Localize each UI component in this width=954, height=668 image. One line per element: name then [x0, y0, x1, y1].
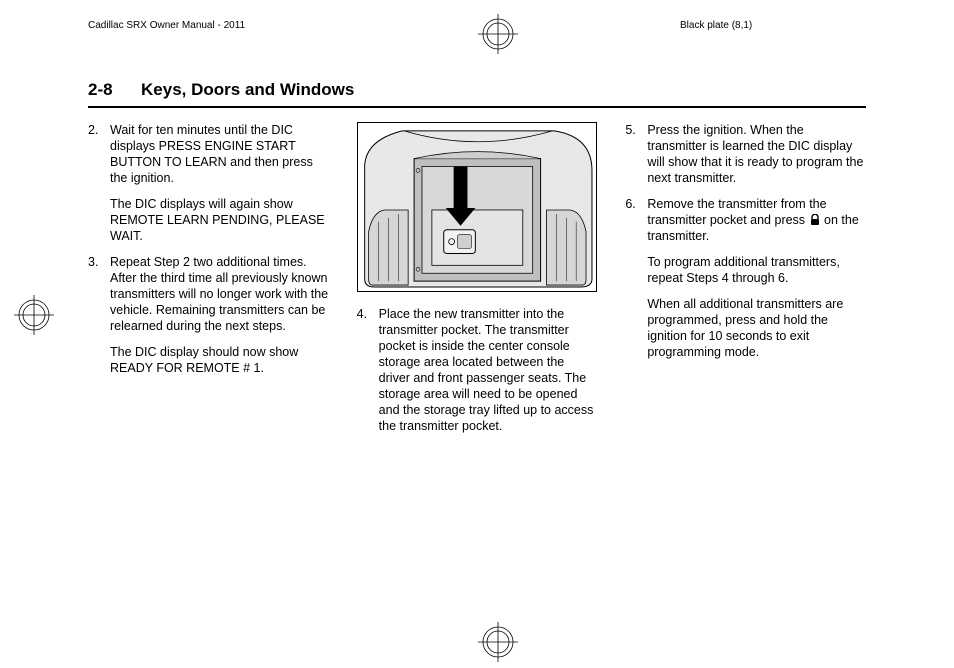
step-body: Place the new transmitter into the trans…	[379, 306, 598, 434]
section-title: Keys, Doors and Windows	[141, 80, 354, 99]
column-2: 4. Place the new transmitter into the tr…	[357, 122, 598, 444]
step-text: Press the ignition. When the transmitter…	[647, 122, 866, 186]
step-text: The DIC display should now show READY FO…	[110, 344, 329, 376]
step-text: To program additional transmitters, repe…	[647, 254, 866, 286]
step-5: 5. Press the ignition. When the transmit…	[625, 122, 866, 186]
transmitter-pocket-illustration	[357, 122, 598, 292]
column-3: 5. Press the ignition. When the transmit…	[625, 122, 866, 444]
step-number: 4.	[357, 306, 379, 434]
step-body: Repeat Step 2 two additional times. Afte…	[110, 254, 329, 376]
section-heading: 2-8 Keys, Doors and Windows	[88, 80, 866, 108]
step-text: Remove the transmitter from the transmit…	[647, 196, 866, 244]
step-text: Wait for ten minutes until the DIC displ…	[110, 122, 329, 186]
step-number: 3.	[88, 254, 110, 376]
document-title: Cadillac SRX Owner Manual - 2011	[88, 20, 245, 31]
step-3: 3. Repeat Step 2 two additional times. A…	[88, 254, 329, 376]
step-number: 6.	[625, 196, 647, 360]
registration-mark-bottom	[478, 622, 518, 662]
step-body: Press the ignition. When the transmitter…	[647, 122, 866, 186]
step-number: 5.	[625, 122, 647, 186]
plate-info: Black plate (8,1)	[680, 20, 752, 31]
step-text: Place the new transmitter into the trans…	[379, 306, 598, 434]
registration-mark-left	[14, 295, 54, 335]
step-6: 6. Remove the transmitter from the trans…	[625, 196, 866, 360]
column-1: 2. Wait for ten minutes until the DIC di…	[88, 122, 329, 444]
page-number: 2-8	[88, 80, 113, 99]
step-text: Repeat Step 2 two additional times. Afte…	[110, 254, 329, 334]
registration-mark-top	[478, 14, 518, 54]
step-text-part: Remove the transmitter from the transmit…	[647, 197, 826, 227]
print-header: Cadillac SRX Owner Manual - 2011 Black p…	[0, 20, 954, 40]
step-number: 2.	[88, 122, 110, 244]
step-text: The DIC displays will again show REMOTE …	[110, 196, 329, 244]
step-text: When all additional transmitters are pro…	[647, 296, 866, 360]
content-columns: 2. Wait for ten minutes until the DIC di…	[88, 122, 866, 444]
step-body: Wait for ten minutes until the DIC displ…	[110, 122, 329, 244]
step-4: 4. Place the new transmitter into the tr…	[357, 306, 598, 434]
step-2: 2. Wait for ten minutes until the DIC di…	[88, 122, 329, 244]
step-body: Remove the transmitter from the transmit…	[647, 196, 866, 360]
lock-icon	[809, 214, 821, 226]
